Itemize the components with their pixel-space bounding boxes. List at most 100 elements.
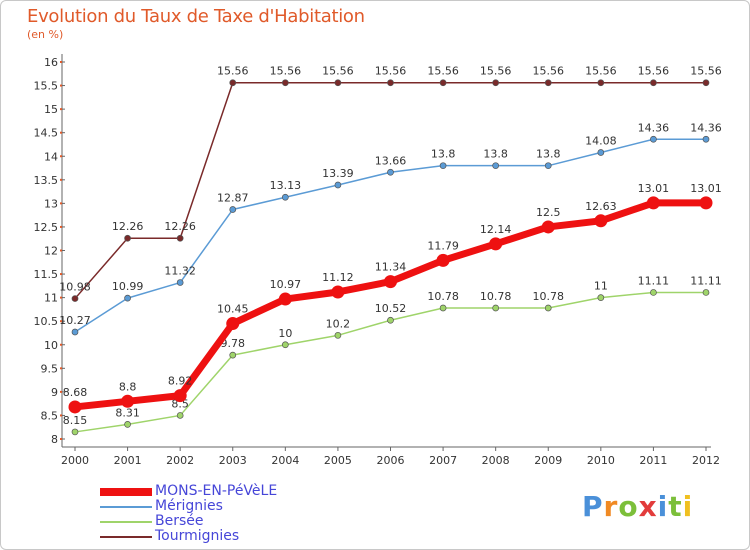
data-point (387, 168, 394, 176)
data-label: 11.79 (427, 239, 459, 252)
data-point (229, 351, 237, 359)
data-label: 10.78 (533, 290, 565, 303)
x-tick-label: 2012 (692, 454, 720, 467)
data-point (597, 294, 605, 301)
y-tick-dot (60, 438, 62, 440)
data-point (387, 316, 394, 324)
data-point (702, 79, 710, 87)
y-tick-dot (60, 108, 62, 111)
data-point (121, 394, 135, 408)
data-label: 10.27 (59, 314, 91, 327)
legend-label: Mérignies (155, 498, 223, 514)
data-point (702, 135, 710, 143)
legend-swatch (100, 506, 152, 508)
data-label: 15.56 (638, 65, 670, 78)
data-label: 11.11 (638, 274, 670, 287)
data-label: 11.12 (322, 271, 354, 284)
data-label: 13.8 (536, 148, 561, 161)
data-point (489, 237, 503, 251)
data-label: 10.2 (326, 317, 351, 330)
data-label: 10.52 (375, 302, 407, 315)
data-label: 15.56 (585, 65, 617, 78)
legend-swatch (100, 521, 152, 523)
data-point (281, 193, 289, 201)
data-point (492, 304, 500, 312)
data-point (278, 292, 292, 306)
y-tick-label: 9 (51, 386, 58, 399)
chart-title: Evolution du Taux de Taxe d'Habitation (27, 6, 365, 27)
data-label: 8.8 (119, 380, 137, 393)
data-point (229, 79, 237, 87)
legend-label: Tourmignies (155, 528, 240, 544)
logo-letter: P (582, 490, 604, 523)
data-label: 12.63 (585, 200, 617, 213)
y-tick-dot (60, 202, 62, 205)
data-label: 10 (278, 327, 292, 340)
data-label: 12.26 (164, 220, 196, 233)
y-tick-dot (60, 320, 62, 323)
data-point (387, 79, 394, 87)
data-point (597, 149, 605, 156)
data-point (699, 196, 713, 210)
y-tick-label: 10.5 (34, 315, 59, 328)
x-tick-label: 2011 (639, 454, 667, 467)
data-label: 15.56 (375, 65, 407, 78)
y-tick-dot (60, 390, 62, 393)
x-tick-label: 2008 (482, 454, 510, 467)
data-label: 10.99 (112, 280, 144, 293)
y-tick-label: 13.5 (34, 174, 59, 187)
y-tick-label: 12 (44, 245, 58, 258)
x-tick-label: 2010 (587, 454, 615, 467)
y-tick-dot (60, 155, 62, 158)
data-point (334, 331, 342, 339)
y-tick-label: 13 (44, 197, 58, 210)
data-label: 11.11 (690, 274, 722, 287)
data-label: 11 (594, 280, 608, 293)
y-tick-label: 9.5 (41, 362, 59, 375)
data-label: 14.08 (585, 134, 617, 147)
x-tick-label: 2002 (166, 454, 194, 467)
logo-letter: r (603, 490, 619, 523)
y-tick-dot (60, 225, 62, 228)
data-point (176, 234, 184, 242)
y-tick-dot (60, 131, 62, 134)
data-point (124, 421, 131, 428)
data-label: 10.97 (270, 278, 302, 291)
y-tick-label: 14.5 (34, 127, 59, 140)
data-label: 8.5 (171, 397, 189, 410)
y-tick-dot (60, 84, 62, 87)
data-point (541, 220, 555, 234)
data-label: 12.5 (536, 206, 561, 219)
data-label: 11.34 (375, 261, 407, 274)
data-point (436, 253, 450, 267)
data-label: 13.39 (322, 167, 354, 180)
logo-letter: x (638, 490, 658, 523)
y-tick-label: 16 (44, 56, 58, 69)
data-label: 15.56 (427, 65, 459, 78)
data-point (544, 79, 552, 87)
data-point (439, 304, 447, 312)
data-label: 13.01 (638, 182, 670, 195)
data-point (544, 304, 552, 312)
logo-letter: i (657, 490, 669, 523)
y-tick-label: 14 (44, 150, 58, 163)
data-point (384, 275, 397, 289)
data-point (124, 294, 131, 302)
legend-swatch (100, 488, 152, 496)
data-point (176, 412, 184, 419)
data-label: 8.92 (168, 375, 193, 388)
logo-letter: i (682, 490, 694, 523)
logo-letter: t (668, 490, 683, 523)
data-point (334, 79, 342, 87)
data-point (68, 400, 82, 414)
y-tick-dot (60, 249, 62, 252)
y-tick-label: 8.5 (41, 409, 59, 422)
data-label: 11.32 (164, 265, 196, 278)
data-point (124, 234, 131, 242)
data-point (439, 162, 447, 170)
data-label: 14.36 (638, 121, 670, 134)
y-tick-dot (60, 61, 62, 63)
data-label: 12.26 (112, 220, 144, 233)
data-label: 15.56 (690, 65, 722, 78)
